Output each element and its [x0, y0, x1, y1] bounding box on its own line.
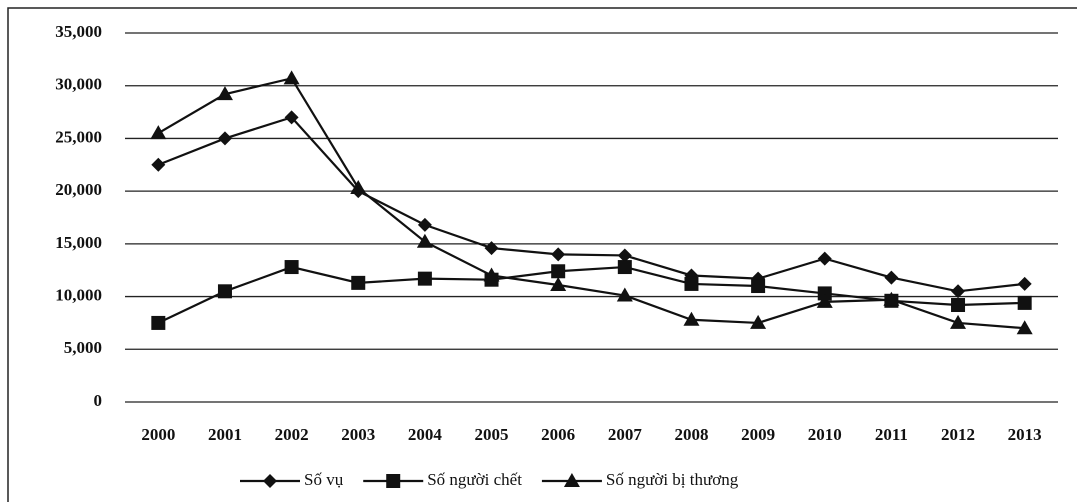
- y-tick-label: 25,000: [55, 127, 102, 146]
- marker: [563, 473, 580, 487]
- marker: [817, 286, 832, 301]
- chart-frame: [7, 7, 1077, 502]
- marker: [217, 131, 232, 146]
- marker: [350, 179, 367, 194]
- marker: [217, 284, 232, 299]
- marker: [284, 110, 299, 125]
- y-tick-label: 30,000: [55, 75, 102, 94]
- marker: [750, 314, 767, 329]
- marker: [351, 275, 366, 290]
- marker: [884, 270, 899, 285]
- series-line: [157, 116, 1025, 293]
- legend: Số vụ Số người chết Số người bị thương: [240, 470, 739, 489]
- x-tick-label: 2006: [541, 425, 575, 444]
- marker: [1017, 295, 1032, 310]
- legend-label: Số vụ: [304, 470, 344, 489]
- y-tick-label: 15,000: [55, 233, 102, 252]
- marker: [950, 314, 967, 329]
- marker: [683, 311, 700, 326]
- marker: [951, 284, 966, 299]
- marker: [284, 260, 299, 275]
- x-tick-label: 2003: [341, 425, 375, 444]
- marker: [817, 251, 832, 266]
- marker: [151, 157, 166, 172]
- marker: [386, 474, 401, 488]
- marker: [551, 264, 566, 279]
- x-tick-label: 2013: [1008, 425, 1042, 444]
- marker: [417, 217, 432, 232]
- x-tick-label: 2009: [741, 425, 775, 444]
- x-tick-label: 2008: [674, 425, 708, 444]
- x-tick-label: 2010: [808, 425, 842, 444]
- marker: [617, 260, 632, 275]
- legend-label: Số người bị thương: [606, 470, 739, 489]
- marker: [151, 315, 166, 330]
- marker: [484, 241, 499, 256]
- y-tick-label: 20,000: [55, 180, 102, 199]
- x-tick-label: 2005: [475, 425, 509, 444]
- marker: [416, 233, 433, 248]
- x-tick-label: 2007: [608, 425, 643, 444]
- marker: [816, 293, 833, 308]
- marker: [883, 291, 900, 306]
- y-tick-label: 35,000: [55, 22, 102, 41]
- marker: [417, 271, 432, 286]
- x-tick-label: 2011: [875, 425, 908, 444]
- marker: [1016, 320, 1033, 335]
- marker: [283, 70, 300, 85]
- marker: [1017, 276, 1032, 291]
- marker: [550, 276, 567, 291]
- marker: [617, 248, 632, 263]
- x-tick-label: 2000: [141, 425, 175, 444]
- marker: [684, 276, 699, 291]
- marker: [616, 287, 633, 302]
- marker: [483, 267, 500, 282]
- x-tick-label: 2004: [408, 425, 443, 444]
- marker: [551, 247, 566, 262]
- y-tick-label: 10,000: [55, 285, 102, 304]
- x-tick-label: 2012: [941, 425, 975, 444]
- series-line: [157, 77, 1025, 330]
- marker: [263, 474, 277, 488]
- marker: [216, 86, 233, 101]
- y-tick-label: 0: [94, 391, 103, 410]
- legend-label: Số người chết: [427, 470, 522, 489]
- marker: [150, 125, 167, 140]
- y-tick-label: 5,000: [64, 338, 102, 357]
- marker: [951, 298, 966, 313]
- marker: [751, 279, 766, 294]
- x-tick-label: 2001: [208, 425, 242, 444]
- x-tick-label: 2002: [275, 425, 309, 444]
